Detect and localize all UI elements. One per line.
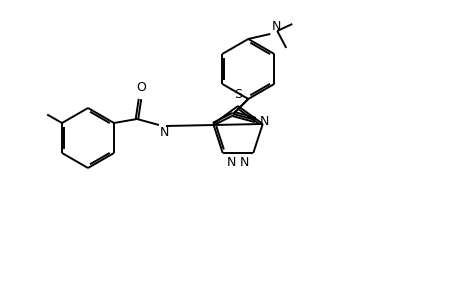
- Text: N: N: [259, 116, 268, 128]
- Text: O: O: [136, 81, 146, 94]
- Text: S: S: [234, 88, 241, 101]
- Text: N: N: [226, 156, 235, 169]
- Text: N: N: [271, 20, 280, 33]
- Text: N: N: [240, 156, 249, 169]
- Text: N: N: [160, 126, 169, 139]
